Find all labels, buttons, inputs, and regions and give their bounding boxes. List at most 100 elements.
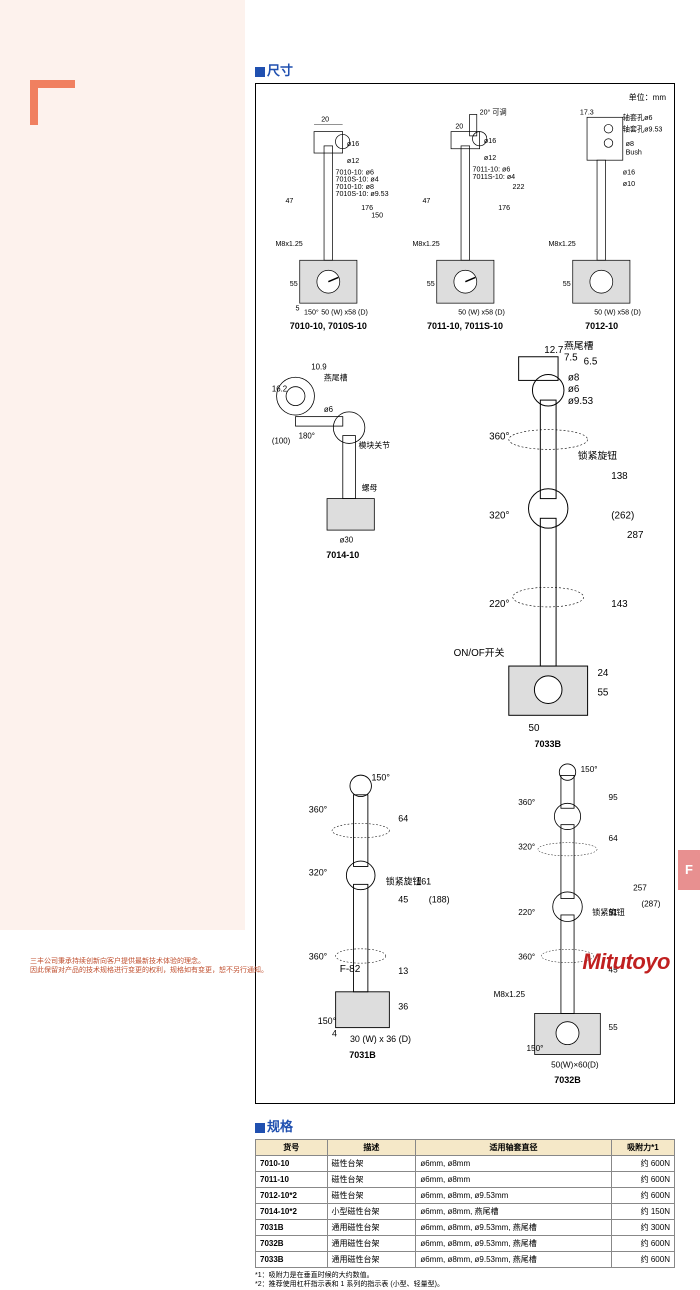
svg-text:176: 176: [498, 204, 510, 212]
svg-text:45: 45: [398, 895, 408, 905]
dimensions-heading: 尺寸: [255, 60, 675, 79]
table-cell: ø6mm, ø8mm, ø9.53mm, 燕尾槽: [416, 1220, 611, 1236]
table-cell: 约 300N: [611, 1220, 674, 1236]
svg-text:ø12: ø12: [484, 154, 496, 162]
svg-text:50: 50: [528, 724, 539, 735]
table-header: 描述: [327, 1140, 416, 1156]
svg-text:320°: 320°: [489, 511, 509, 522]
svg-text:150°: 150°: [304, 309, 319, 317]
svg-text:360°: 360°: [309, 805, 328, 815]
diagram-7032b: 150° 360° 320° 220° 360° M8x1.25 150° 95…: [469, 759, 666, 1085]
svg-text:17.3: 17.3: [580, 108, 594, 116]
svg-text:M8x1.25: M8x1.25: [412, 240, 439, 248]
table-cell: 通用磁性台架: [327, 1220, 416, 1236]
diagram-row-2: 10.9 16.2 ø6 (100) 180° ø30 模块关节 燕尾槽 螺母 …: [264, 341, 666, 749]
page-number: F-82: [340, 964, 361, 975]
diagram-7031b: 150° 360° 320° 360° 150° 64 45 13 36 161…: [264, 759, 461, 1085]
svg-text:5: 5: [295, 304, 299, 312]
svg-text:(100): (100): [272, 437, 291, 446]
mitutoyo-logo: Mitutoyo: [582, 949, 670, 975]
table-cell: 磁性台架: [327, 1172, 416, 1188]
svg-text:燕尾槽: 燕尾槽: [564, 341, 594, 352]
diagram-7014: 10.9 16.2 ø6 (100) 180° ø30 模块关节 燕尾槽 螺母 …: [264, 341, 422, 749]
dimensions-title-text: 尺寸: [267, 63, 293, 78]
table-cell: 7033B: [256, 1252, 328, 1268]
svg-text:M8x1.25: M8x1.25: [549, 240, 576, 248]
diagram-label: 7012-10: [537, 321, 666, 331]
diagram-label: 7010-10, 7010S-10: [264, 321, 393, 331]
table-header: 吸附力*1: [611, 1140, 674, 1156]
svg-text:64: 64: [609, 835, 619, 844]
svg-text:4: 4: [332, 1029, 337, 1039]
svg-text:7010S-10: ø9.53: 7010S-10: ø9.53: [335, 190, 388, 198]
table-row: 7032B通用磁性台架ø6mm, ø8mm, ø9.53mm, 燕尾槽约 600…: [256, 1236, 675, 1252]
diagram-7011: 20° 可调 20 ø16 ø12 47 176 222 M8x1.25 55 …: [401, 103, 530, 331]
svg-text:(287): (287): [641, 900, 660, 909]
table-cell: 通用磁性台架: [327, 1252, 416, 1268]
svg-text:轴套孔ø9.53: 轴套孔ø9.53: [623, 125, 663, 134]
svg-text:222: 222: [512, 183, 524, 191]
diagram-7010: 20 ø16 ø12 47 176 150 M8x1.25 55 5 150° …: [264, 103, 393, 331]
table-cell: 7032B: [256, 1236, 328, 1252]
svg-text:模块关节: 模块关节: [359, 441, 391, 451]
note-2: *2：推荐使用杠杆指示表和 1 系列的指示表 (小型、轻量型)。: [255, 1280, 675, 1289]
disclaimer-line-2: 因此保留对产品的技术规格进行变更的权利，规格如有变更，恕不另行通知。: [30, 966, 268, 975]
table-cell: 小型磁性台架: [327, 1204, 416, 1220]
note-1: *1：吸附力是在垂直时候的大约数值。: [255, 1271, 675, 1280]
table-row: 7012-10*2磁性台架ø6mm, ø8mm, ø9.53mm约 600N: [256, 1188, 675, 1204]
svg-text:ø16: ø16: [347, 140, 359, 148]
table-row: 7010-10磁性台架ø6mm, ø8mm约 600N: [256, 1156, 675, 1172]
table-cell: 约 600N: [611, 1172, 674, 1188]
svg-text:320°: 320°: [518, 843, 535, 852]
svg-text:ø6: ø6: [324, 405, 334, 414]
table-row: 7011-10磁性台架ø6mm, ø8mm约 600N: [256, 1172, 675, 1188]
svg-text:ø9.53: ø9.53: [567, 396, 593, 407]
svg-text:M8x1.25: M8x1.25: [494, 990, 526, 999]
table-cell: 7031B: [256, 1220, 328, 1236]
disclaimer-line-1: 三丰公司秉承持续创新向客户提供最新技术体验的理念。: [30, 957, 268, 966]
svg-text:Bush: Bush: [626, 148, 642, 156]
svg-text:16.2: 16.2: [272, 385, 287, 394]
svg-text:燕尾槽: 燕尾槽: [324, 373, 348, 383]
table-cell: 约 600N: [611, 1156, 674, 1172]
unit-label: 单位：mm: [264, 92, 666, 103]
table-cell: ø6mm, ø8mm, 燕尾槽: [416, 1204, 611, 1220]
spec-table: 货号描述适用轴套直径吸附力*1 7010-10磁性台架ø6mm, ø8mm约 6…: [255, 1139, 675, 1268]
table-cell: ø6mm, ø8mm: [416, 1172, 611, 1188]
table-row: 7033B通用磁性台架ø6mm, ø8mm, ø9.53mm, 燕尾槽约 600…: [256, 1252, 675, 1268]
spec-section: 规格 货号描述适用轴套直径吸附力*1 7010-10磁性台架ø6mm, ø8mm…: [255, 1116, 675, 1289]
svg-text:143: 143: [611, 599, 628, 610]
table-cell: 约 600N: [611, 1236, 674, 1252]
svg-text:7011S-10: ø4: 7011S-10: ø4: [472, 173, 515, 181]
table-header: 适用轴套直径: [416, 1140, 611, 1156]
svg-text:ø30: ø30: [340, 536, 354, 545]
svg-text:320°: 320°: [309, 868, 328, 878]
table-row: 7031B通用磁性台架ø6mm, ø8mm, ø9.53mm, 燕尾槽约 300…: [256, 1220, 675, 1236]
svg-text:ON/OF开关: ON/OF开关: [453, 647, 504, 660]
table-cell: 7012-10*2: [256, 1188, 328, 1204]
svg-text:ø12: ø12: [347, 157, 359, 165]
side-tab: F: [678, 850, 700, 890]
svg-text:50(W)×60(D): 50(W)×60(D): [551, 1061, 599, 1070]
svg-text:55: 55: [290, 280, 298, 288]
svg-text:50 (W) x58 (D): 50 (W) x58 (D): [321, 309, 368, 317]
svg-text:180°: 180°: [299, 432, 315, 441]
table-cell: ø6mm, ø8mm, ø9.53mm, 燕尾槽: [416, 1236, 611, 1252]
svg-text:50 (W) x58 (D): 50 (W) x58 (D): [458, 309, 505, 317]
diagram-7012: 17.3 轴套孔ø6 轴套孔ø9.53 ø8 Bush ø16 ø10 M8x1…: [537, 103, 666, 331]
svg-text:150°: 150°: [581, 766, 598, 775]
table-cell: 磁性台架: [327, 1188, 416, 1204]
svg-text:220°: 220°: [518, 908, 535, 917]
svg-text:锁紧旋钮: 锁紧旋钮: [386, 876, 422, 887]
specs-heading: 规格: [255, 1116, 675, 1135]
svg-text:150°: 150°: [371, 773, 390, 783]
svg-text:M8x1.25: M8x1.25: [275, 240, 302, 248]
diagram-row-3: 150° 360° 320° 360° 150° 64 45 13 36 161…: [264, 759, 666, 1085]
table-cell: ø6mm, ø8mm: [416, 1156, 611, 1172]
diagram-label: 7011-10, 7011S-10: [401, 321, 530, 331]
svg-text:(262): (262): [611, 511, 634, 522]
diagram-7033b: 12.7 7.5 6.5 ø8 ø6 ø9.53 360° 320° 220° …: [430, 341, 666, 749]
svg-text:20: 20: [321, 116, 329, 124]
svg-text:20° 可调: 20° 可调: [479, 107, 506, 116]
notes: *1：吸附力是在垂直时候的大约数值。 *2：推荐使用杠杆指示表和 1 系列的指示…: [255, 1271, 675, 1289]
